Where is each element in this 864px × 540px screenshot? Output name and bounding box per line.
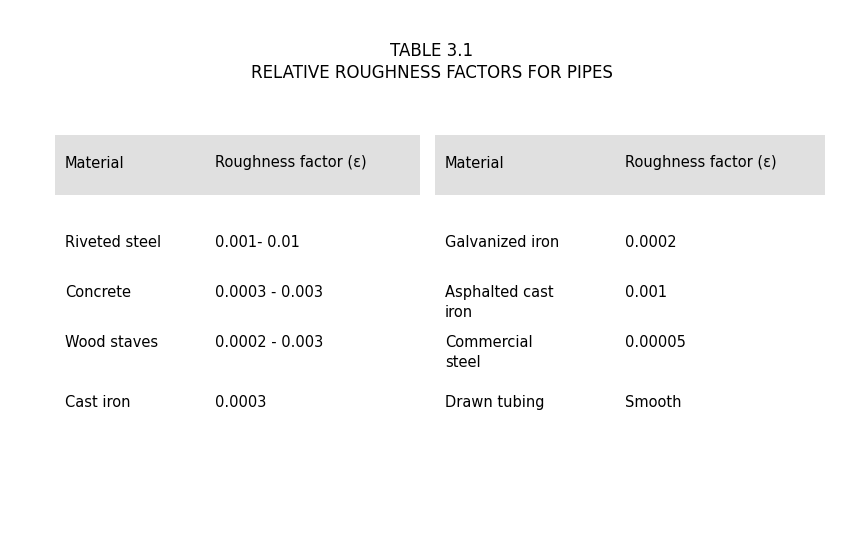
FancyBboxPatch shape — [435, 135, 825, 195]
Text: Smooth: Smooth — [625, 395, 682, 410]
Text: 0.0003: 0.0003 — [215, 395, 266, 410]
Text: 0.0002: 0.0002 — [625, 235, 677, 250]
Text: Drawn tubing: Drawn tubing — [445, 395, 544, 410]
Text: Commercial
steel: Commercial steel — [445, 335, 532, 370]
Text: Galvanized iron: Galvanized iron — [445, 235, 559, 250]
Text: 0.0002 - 0.003: 0.0002 - 0.003 — [215, 335, 323, 350]
Text: Roughness factor (ε): Roughness factor (ε) — [625, 156, 777, 171]
Text: Concrete: Concrete — [65, 285, 131, 300]
FancyBboxPatch shape — [55, 135, 420, 195]
Text: Roughness factor (ε): Roughness factor (ε) — [215, 156, 366, 171]
Text: 0.001: 0.001 — [625, 285, 667, 300]
Text: Asphalted cast
iron: Asphalted cast iron — [445, 285, 554, 320]
Text: RELATIVE ROUGHNESS FACTORS FOR PIPES: RELATIVE ROUGHNESS FACTORS FOR PIPES — [251, 64, 613, 82]
Text: Cast iron: Cast iron — [65, 395, 130, 410]
Text: 0.0003 - 0.003: 0.0003 - 0.003 — [215, 285, 323, 300]
Text: Material: Material — [65, 156, 124, 171]
Text: 0.001- 0.01: 0.001- 0.01 — [215, 235, 300, 250]
Text: TABLE 3.1: TABLE 3.1 — [391, 42, 473, 60]
Text: Riveted steel: Riveted steel — [65, 235, 161, 250]
Text: Wood staves: Wood staves — [65, 335, 158, 350]
Text: 0.00005: 0.00005 — [625, 335, 686, 350]
Text: Material: Material — [445, 156, 505, 171]
